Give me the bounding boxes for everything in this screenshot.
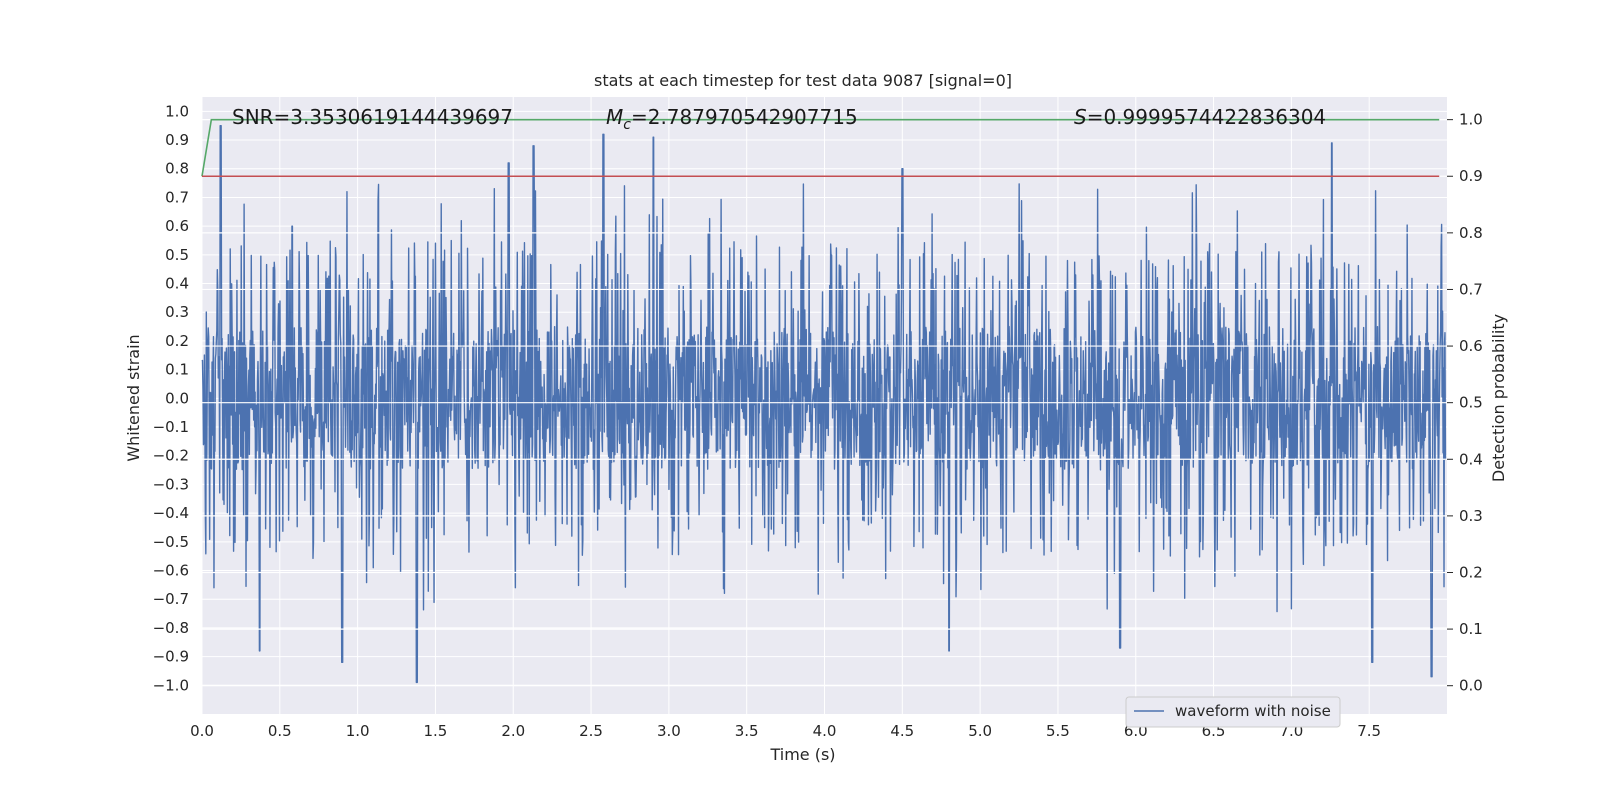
y-left-tick-label: −0.6 bbox=[153, 562, 189, 580]
x-tick-label: 2.5 bbox=[579, 722, 603, 740]
y-left-tick-label: −0.1 bbox=[153, 418, 189, 436]
x-tick-label: 5.5 bbox=[1046, 722, 1070, 740]
y-left-tick-label: −1.0 bbox=[153, 676, 189, 694]
y-right-tick-label: 0.8 bbox=[1459, 224, 1483, 242]
y-left-tick-label: 0.7 bbox=[165, 188, 189, 206]
chirp-mass-symbol: M bbox=[606, 105, 623, 129]
s-symbol: S bbox=[1074, 105, 1087, 129]
chirp-mass-stat: Mc=2.787970542907715 bbox=[606, 105, 858, 133]
y-right-tick-label: 0.4 bbox=[1459, 450, 1483, 468]
y-right-tick-label: 0.5 bbox=[1459, 394, 1483, 412]
chirp-mass-subscript: c bbox=[623, 117, 631, 133]
y-right-tick-label: 0.0 bbox=[1459, 677, 1483, 695]
y-left-tick-label: 0.1 bbox=[165, 361, 189, 379]
s-stat: S=0.9999574422836304 bbox=[1074, 105, 1326, 129]
y-axis-label-left: Whitened strain bbox=[124, 334, 143, 461]
x-tick-label: 2.0 bbox=[501, 722, 525, 740]
y-left-tick-label: 0.0 bbox=[165, 389, 189, 407]
y-left-tick-label: 0.5 bbox=[165, 246, 189, 264]
x-tick-label: 1.0 bbox=[346, 722, 370, 740]
y-right-tick-label: 0.7 bbox=[1459, 280, 1483, 298]
x-tick-label: 3.5 bbox=[735, 722, 759, 740]
y-right-tick-label: 0.6 bbox=[1459, 337, 1483, 355]
y-axis-label-right: Detection probability bbox=[1489, 314, 1508, 482]
y-left-tick-label: 0.8 bbox=[165, 160, 189, 178]
y-left-tick-label: 1.0 bbox=[165, 102, 189, 120]
x-tick-label: 1.5 bbox=[424, 722, 448, 740]
y-left-tick-label: −0.9 bbox=[153, 648, 189, 666]
y-left-tick-label: 0.4 bbox=[165, 275, 189, 293]
y-right-tick-label: 0.1 bbox=[1459, 620, 1483, 638]
chart-title: stats at each timestep for test data 908… bbox=[594, 71, 1012, 90]
y-left-tick-label: 0.9 bbox=[165, 131, 189, 149]
x-tick-label: 3.0 bbox=[657, 722, 681, 740]
y-left-tick-label: 0.3 bbox=[165, 303, 189, 321]
x-tick-label: 7.5 bbox=[1357, 722, 1381, 740]
legend-label-waveform: waveform with noise bbox=[1175, 702, 1331, 720]
x-tick-label: 0.5 bbox=[268, 722, 292, 740]
y-left-tick-label: −0.3 bbox=[153, 475, 189, 493]
y-left-tick-label: −0.2 bbox=[153, 447, 189, 465]
snr-stat: SNR=3.3530619144439697 bbox=[232, 105, 513, 129]
x-tick-label: 0.0 bbox=[190, 722, 214, 740]
x-tick-label: 4.0 bbox=[813, 722, 837, 740]
y-right-tick-label: 0.3 bbox=[1459, 507, 1483, 525]
x-axis-label: Time (s) bbox=[769, 745, 835, 764]
legend-box bbox=[1125, 696, 1341, 728]
legend: waveform with noise bbox=[1125, 696, 1341, 728]
x-tick-label: 5.0 bbox=[968, 722, 992, 740]
y-right-tick-label: 1.0 bbox=[1459, 111, 1483, 129]
s-value: =0.9999574422836304 bbox=[1087, 105, 1326, 129]
y-left-tick-label: −0.4 bbox=[153, 504, 189, 522]
y-right-tick-label: 0.9 bbox=[1459, 167, 1483, 185]
y-left-tick-label: 0.2 bbox=[165, 332, 189, 350]
y-left-tick-label: −0.8 bbox=[153, 619, 189, 637]
waveform-line bbox=[201, 125, 1447, 684]
y-right-tick-label: 0.2 bbox=[1459, 563, 1483, 581]
chirp-mass-value: =2.787970542907715 bbox=[631, 105, 858, 129]
x-tick-label: 4.5 bbox=[890, 722, 914, 740]
detection-probability-line bbox=[201, 118, 1440, 177]
y-left-tick-label: −0.7 bbox=[153, 590, 189, 608]
y-left-tick-label: 0.6 bbox=[165, 217, 189, 235]
y-left-tick-label: −0.5 bbox=[153, 533, 189, 551]
